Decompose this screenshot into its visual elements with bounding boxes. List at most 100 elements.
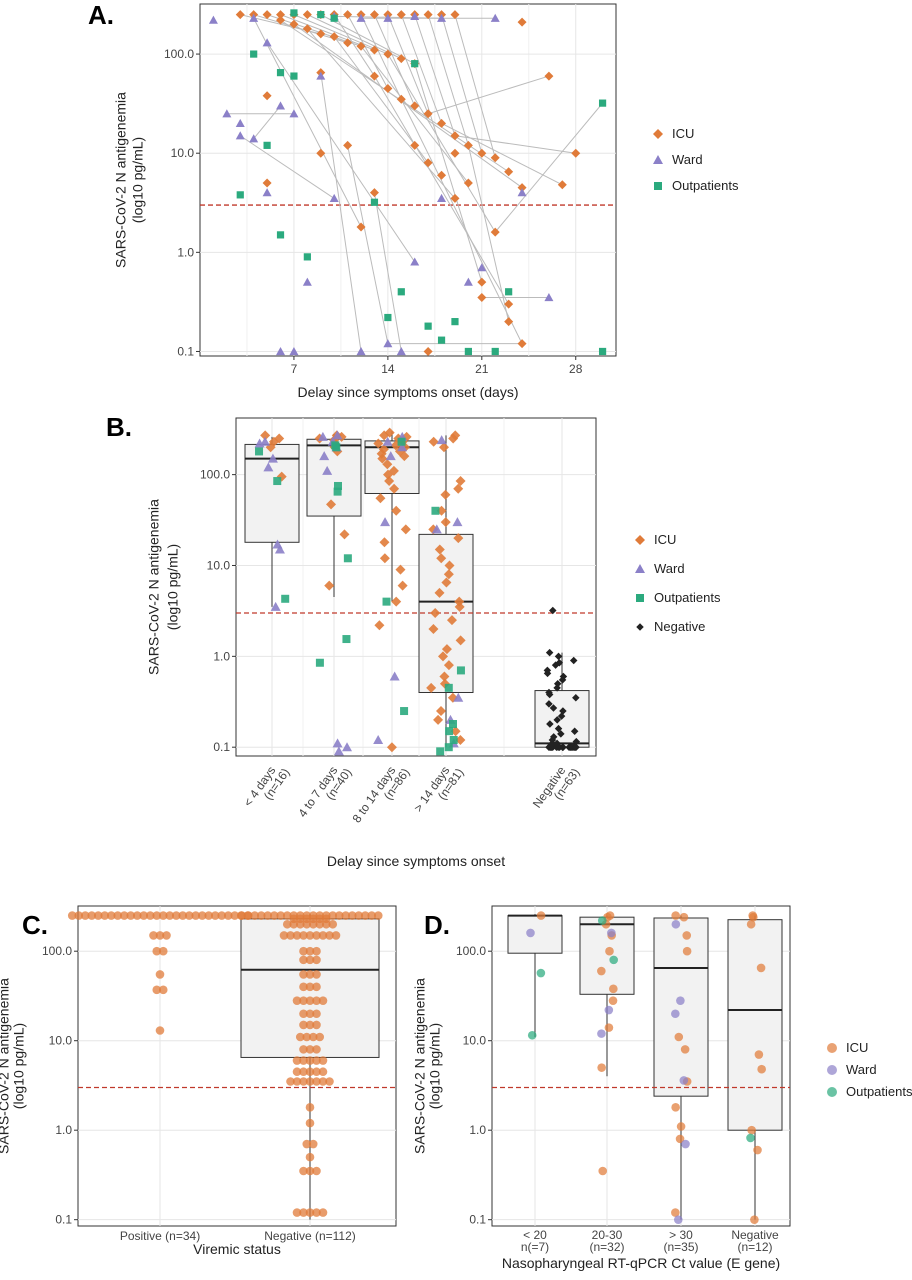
panel-c-point-negative bbox=[299, 931, 308, 940]
panel-a-point-outpatients bbox=[276, 69, 285, 77]
panel-c-point-negative bbox=[295, 1032, 305, 1042]
panel-c-point-positive bbox=[152, 911, 162, 920]
panel-a-point-ward bbox=[410, 11, 420, 20]
panel-c-point-negative bbox=[295, 919, 305, 929]
panel-a-y-tick-label: 10.0 bbox=[171, 146, 195, 160]
panel-b-point-icu bbox=[435, 706, 446, 717]
panel-b-point-outpatients bbox=[315, 658, 324, 667]
panel-d-point-icu bbox=[747, 1125, 756, 1135]
panel-c-point-negative bbox=[312, 1056, 321, 1065]
panel-c-point-positive bbox=[178, 911, 188, 920]
panel-b-legend-label-ward: Ward bbox=[654, 561, 685, 576]
panel-d-point-icu bbox=[682, 946, 692, 956]
panel-a-point-icu bbox=[343, 140, 353, 150]
panel-a-point-icu bbox=[423, 10, 433, 20]
panel-a-point-outpatients bbox=[397, 288, 405, 296]
panel-a-patient-line bbox=[373, 192, 402, 352]
panel-c-point-negative bbox=[318, 1077, 328, 1086]
panel-b-point-icu bbox=[391, 596, 402, 607]
panel-a-patient-line bbox=[427, 75, 550, 115]
panel-b-point-icu bbox=[434, 544, 445, 555]
panel-a-patient-line bbox=[441, 14, 483, 154]
panel-a-point-outpatients bbox=[451, 318, 459, 326]
panel-a-point-icu bbox=[343, 38, 353, 48]
panel-a-point-ward bbox=[276, 101, 286, 110]
panel-b-point-icu bbox=[446, 615, 457, 626]
panel-b-legend-label-icu: ICU bbox=[654, 532, 676, 547]
panel-c-point-negative bbox=[302, 1139, 312, 1149]
panel-a-point-icu bbox=[423, 158, 433, 168]
panel-label-c: C. bbox=[22, 910, 48, 940]
panel-c-point-negative bbox=[305, 1166, 315, 1176]
panel-b-point-ward bbox=[380, 517, 391, 527]
panel-b-point-outpatients bbox=[444, 743, 453, 752]
panel-c-point-negative bbox=[318, 996, 328, 1005]
panel-d-legend-marker-ward bbox=[827, 1065, 837, 1075]
panel-c-point-negative bbox=[367, 911, 377, 920]
panel-a-point-icu bbox=[316, 29, 326, 39]
panel-b-point-ward bbox=[397, 442, 408, 452]
panel-c-point-positive bbox=[223, 911, 233, 920]
panel-c-point-negative bbox=[328, 919, 338, 929]
panel-b-y-tick-label: 1.0 bbox=[213, 649, 230, 663]
panel-d-x-tick-count: (n=35) bbox=[663, 1240, 698, 1254]
panel-b-point-outpatients bbox=[445, 727, 454, 736]
panel-c-point-positive bbox=[93, 911, 103, 920]
panel-c-point-negative bbox=[347, 911, 357, 920]
panel-d-legend-label-icu: ICU bbox=[846, 1040, 868, 1055]
panel-d-point-ward bbox=[681, 1139, 690, 1149]
panel-b-point-ward bbox=[260, 436, 271, 446]
panel-b-legend-marker-icu bbox=[635, 535, 645, 545]
panel-a-point-icu bbox=[262, 10, 272, 20]
panel-a-point-icu bbox=[302, 24, 312, 34]
panel-b-point-icu bbox=[389, 483, 400, 494]
panel-c-point-negative bbox=[341, 911, 351, 920]
panel-b-point-icu bbox=[448, 433, 459, 444]
panel-a-point-outpatients bbox=[236, 191, 244, 199]
panel-a-patient-line bbox=[427, 14, 469, 146]
panel-c-point-positive bbox=[139, 911, 149, 920]
panel-a-point-outpatients bbox=[370, 198, 379, 206]
panel-c-point-negative bbox=[312, 1009, 321, 1019]
panel-c-point-negative bbox=[299, 1056, 308, 1065]
panel-a-point-outpatients bbox=[384, 313, 392, 322]
panel-b-point-icu bbox=[399, 451, 410, 462]
panel-b-point-negative bbox=[554, 724, 563, 733]
panel-c-point-negative bbox=[312, 1077, 321, 1086]
panel-d-point-icu bbox=[753, 1145, 762, 1155]
panel-a-point-icu bbox=[517, 17, 527, 27]
panel-c-point-negative bbox=[312, 982, 321, 992]
panel-a-point-icu bbox=[235, 10, 245, 20]
panel-c-point-negative bbox=[325, 1077, 334, 1086]
panel-a-point-icu bbox=[450, 10, 460, 20]
panel-d-x-tick-count: (n=32) bbox=[589, 1240, 624, 1254]
panel-d-x-tick-label: 20-30 bbox=[592, 1228, 623, 1242]
panel-a-point-ward bbox=[249, 134, 259, 143]
panel-c-point-negative bbox=[292, 996, 302, 1005]
panel-a-patient-line bbox=[400, 99, 523, 344]
panel-b-point-icu bbox=[374, 620, 385, 631]
panel-a-legend-marker-ward bbox=[653, 155, 663, 164]
panel-a-point-icu bbox=[450, 193, 460, 203]
panel-b-point-negative bbox=[553, 684, 561, 692]
panel-a-patient-line bbox=[454, 135, 576, 154]
panel-a-point-outpatients bbox=[411, 60, 419, 68]
panel-b-point-ward bbox=[333, 746, 344, 756]
panel-a-legend-label-ward: Ward bbox=[672, 152, 703, 167]
panel-c-point-negative bbox=[299, 946, 308, 956]
panel-a-point-icu bbox=[383, 49, 393, 59]
panel-a-point-ward bbox=[383, 13, 393, 22]
panel-b-point-outpatients bbox=[431, 506, 440, 515]
panel-b-point-ward bbox=[342, 742, 353, 752]
panel-b-point-ward bbox=[453, 692, 464, 702]
panel-a-patient-line bbox=[347, 145, 389, 344]
panel-a-patient-line bbox=[360, 14, 402, 100]
panel-a-point-icu bbox=[437, 170, 447, 180]
panel-a-patient-line bbox=[467, 145, 510, 322]
panel-b-point-icu bbox=[441, 577, 452, 588]
panel-d-y-axis-title: (log10 pg/mL) bbox=[427, 1023, 443, 1109]
panel-c-point-positive bbox=[155, 970, 165, 979]
panel-d-point-icu bbox=[597, 966, 606, 976]
panel-a-patient-line bbox=[441, 122, 563, 186]
panel-c-point-negative bbox=[312, 946, 321, 956]
